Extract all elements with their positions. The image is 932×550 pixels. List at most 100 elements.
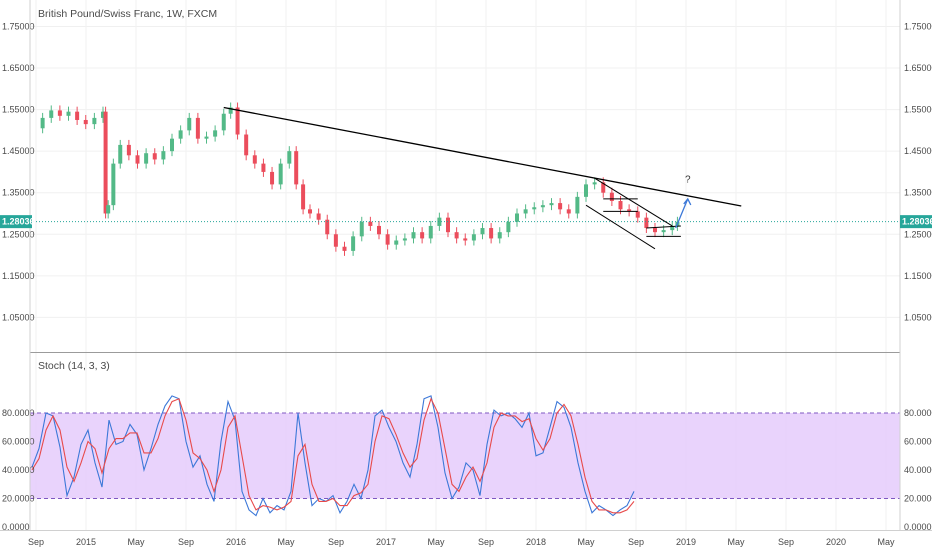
candle-body	[287, 151, 292, 164]
time-tick: 2017	[376, 537, 396, 547]
stoch-tick-left: 40.0000	[2, 465, 35, 475]
stoch-d-line	[31, 397, 635, 514]
candle-body	[308, 209, 312, 214]
stoch-tick-left: 0.0000	[2, 522, 30, 532]
candle-body	[57, 110, 62, 116]
candle-body	[670, 225, 675, 231]
stoch-tick-left: 80.0000	[2, 408, 35, 418]
time-tick: Sep	[28, 537, 44, 547]
candle-body	[161, 151, 166, 160]
price-tick-right: 1.65000	[904, 63, 932, 73]
candle-body	[540, 205, 545, 208]
price-tick-right: 1.25000	[904, 229, 932, 239]
forecast-arrow	[675, 198, 689, 229]
candle-body	[661, 230, 666, 233]
candle-body	[178, 130, 183, 139]
time-tick: Sep	[178, 537, 194, 547]
stoch-tick-right: 60.0000	[904, 437, 932, 447]
price-tick-right: 1.75000	[904, 21, 932, 31]
candle-body	[111, 163, 116, 206]
candle-body	[575, 196, 580, 214]
time-tick: Sep	[478, 537, 494, 547]
candle-body	[228, 107, 233, 114]
candle-body	[152, 153, 157, 160]
candle-body	[506, 221, 511, 233]
price-tick-right: 1.05000	[904, 312, 932, 322]
price-tick-left: 1.25000	[2, 229, 35, 239]
candle-body	[221, 113, 226, 131]
candle-body	[454, 232, 459, 239]
candle-body	[351, 236, 356, 251]
axis-layer: 1.75000 1.75000 1.65000 1.65000 1.55000 1.550…	[2, 21, 932, 547]
candle-body	[523, 209, 528, 214]
candle-body	[83, 119, 88, 125]
candle-body	[420, 232, 425, 239]
candle-body	[213, 130, 218, 137]
candle-body	[515, 213, 519, 222]
candle-body	[480, 228, 485, 235]
candle-body	[402, 238, 407, 241]
candle-body	[261, 163, 266, 172]
price-tick-left: 1.75000	[2, 21, 35, 31]
stoch-band	[30, 413, 900, 499]
candle-body	[135, 155, 140, 164]
candle-body	[204, 136, 209, 139]
time-tick: Sep	[328, 537, 344, 547]
candle-body	[294, 151, 299, 185]
candle-body	[75, 111, 80, 120]
candle-body	[101, 111, 105, 118]
candle-body	[235, 107, 240, 135]
candle-body	[49, 110, 54, 118]
stoch-tick-right: 80.0000	[904, 408, 932, 418]
candle-body	[411, 232, 416, 239]
candle-body	[252, 155, 257, 164]
candle-body	[187, 117, 192, 131]
price-tick-left: 1.45000	[2, 146, 35, 156]
time-tick: 2018	[526, 537, 546, 547]
time-tick: Sep	[778, 537, 794, 547]
stoch-tick-right: 20.0000	[904, 494, 932, 504]
candle-body	[592, 182, 597, 185]
annotation-layer: ?	[223, 106, 742, 250]
last-price-label-left: 1.28036	[2, 217, 35, 227]
stoch-k-line	[31, 395, 635, 517]
price-tick-left: 1.55000	[2, 105, 35, 115]
candle-body	[106, 205, 111, 214]
candle-body	[437, 217, 442, 226]
price-tick-right: 1.45000	[904, 146, 932, 156]
stoch-title: Stoch (14, 3, 3)	[38, 360, 110, 372]
candle-body	[566, 209, 571, 214]
stoch-tick-right: 40.0000	[904, 465, 932, 475]
chart-title: British Pound/Swiss Franc, 1W, FXCM	[38, 8, 217, 20]
time-tick: May	[277, 537, 295, 547]
candle-body	[618, 201, 623, 210]
forecast-arrowhead	[683, 197, 692, 206]
candle-body	[333, 234, 338, 247]
price-tick-right: 1.35000	[904, 188, 932, 198]
candle-body	[584, 184, 588, 197]
candle-body	[270, 171, 275, 185]
last-price-badge-right	[900, 215, 932, 229]
annotation-question-mark: ?	[685, 174, 691, 185]
candle-body	[644, 217, 649, 229]
last-price-label-right: 1.28036	[902, 217, 932, 227]
candle-body	[359, 221, 364, 237]
channel-upper-line	[594, 177, 673, 227]
price-tick-left: 1.05000	[2, 312, 35, 322]
candle-body	[601, 182, 606, 193]
candle-body	[301, 184, 306, 210]
candle-body	[532, 207, 537, 210]
time-tick: 2016	[226, 537, 246, 547]
candle-body	[463, 238, 468, 241]
candle-body	[635, 211, 640, 218]
price-tick-left: 1.15000	[2, 271, 35, 281]
stoch-tick-right: 0.0000	[904, 522, 932, 532]
price-tick-right: 1.15000	[904, 271, 932, 281]
time-tick: May	[727, 537, 745, 547]
candle-body	[549, 203, 554, 206]
price-tick-left: 1.35000	[2, 188, 35, 198]
candle-body	[118, 144, 123, 164]
candle-body	[609, 192, 614, 202]
candle-body	[342, 246, 347, 251]
